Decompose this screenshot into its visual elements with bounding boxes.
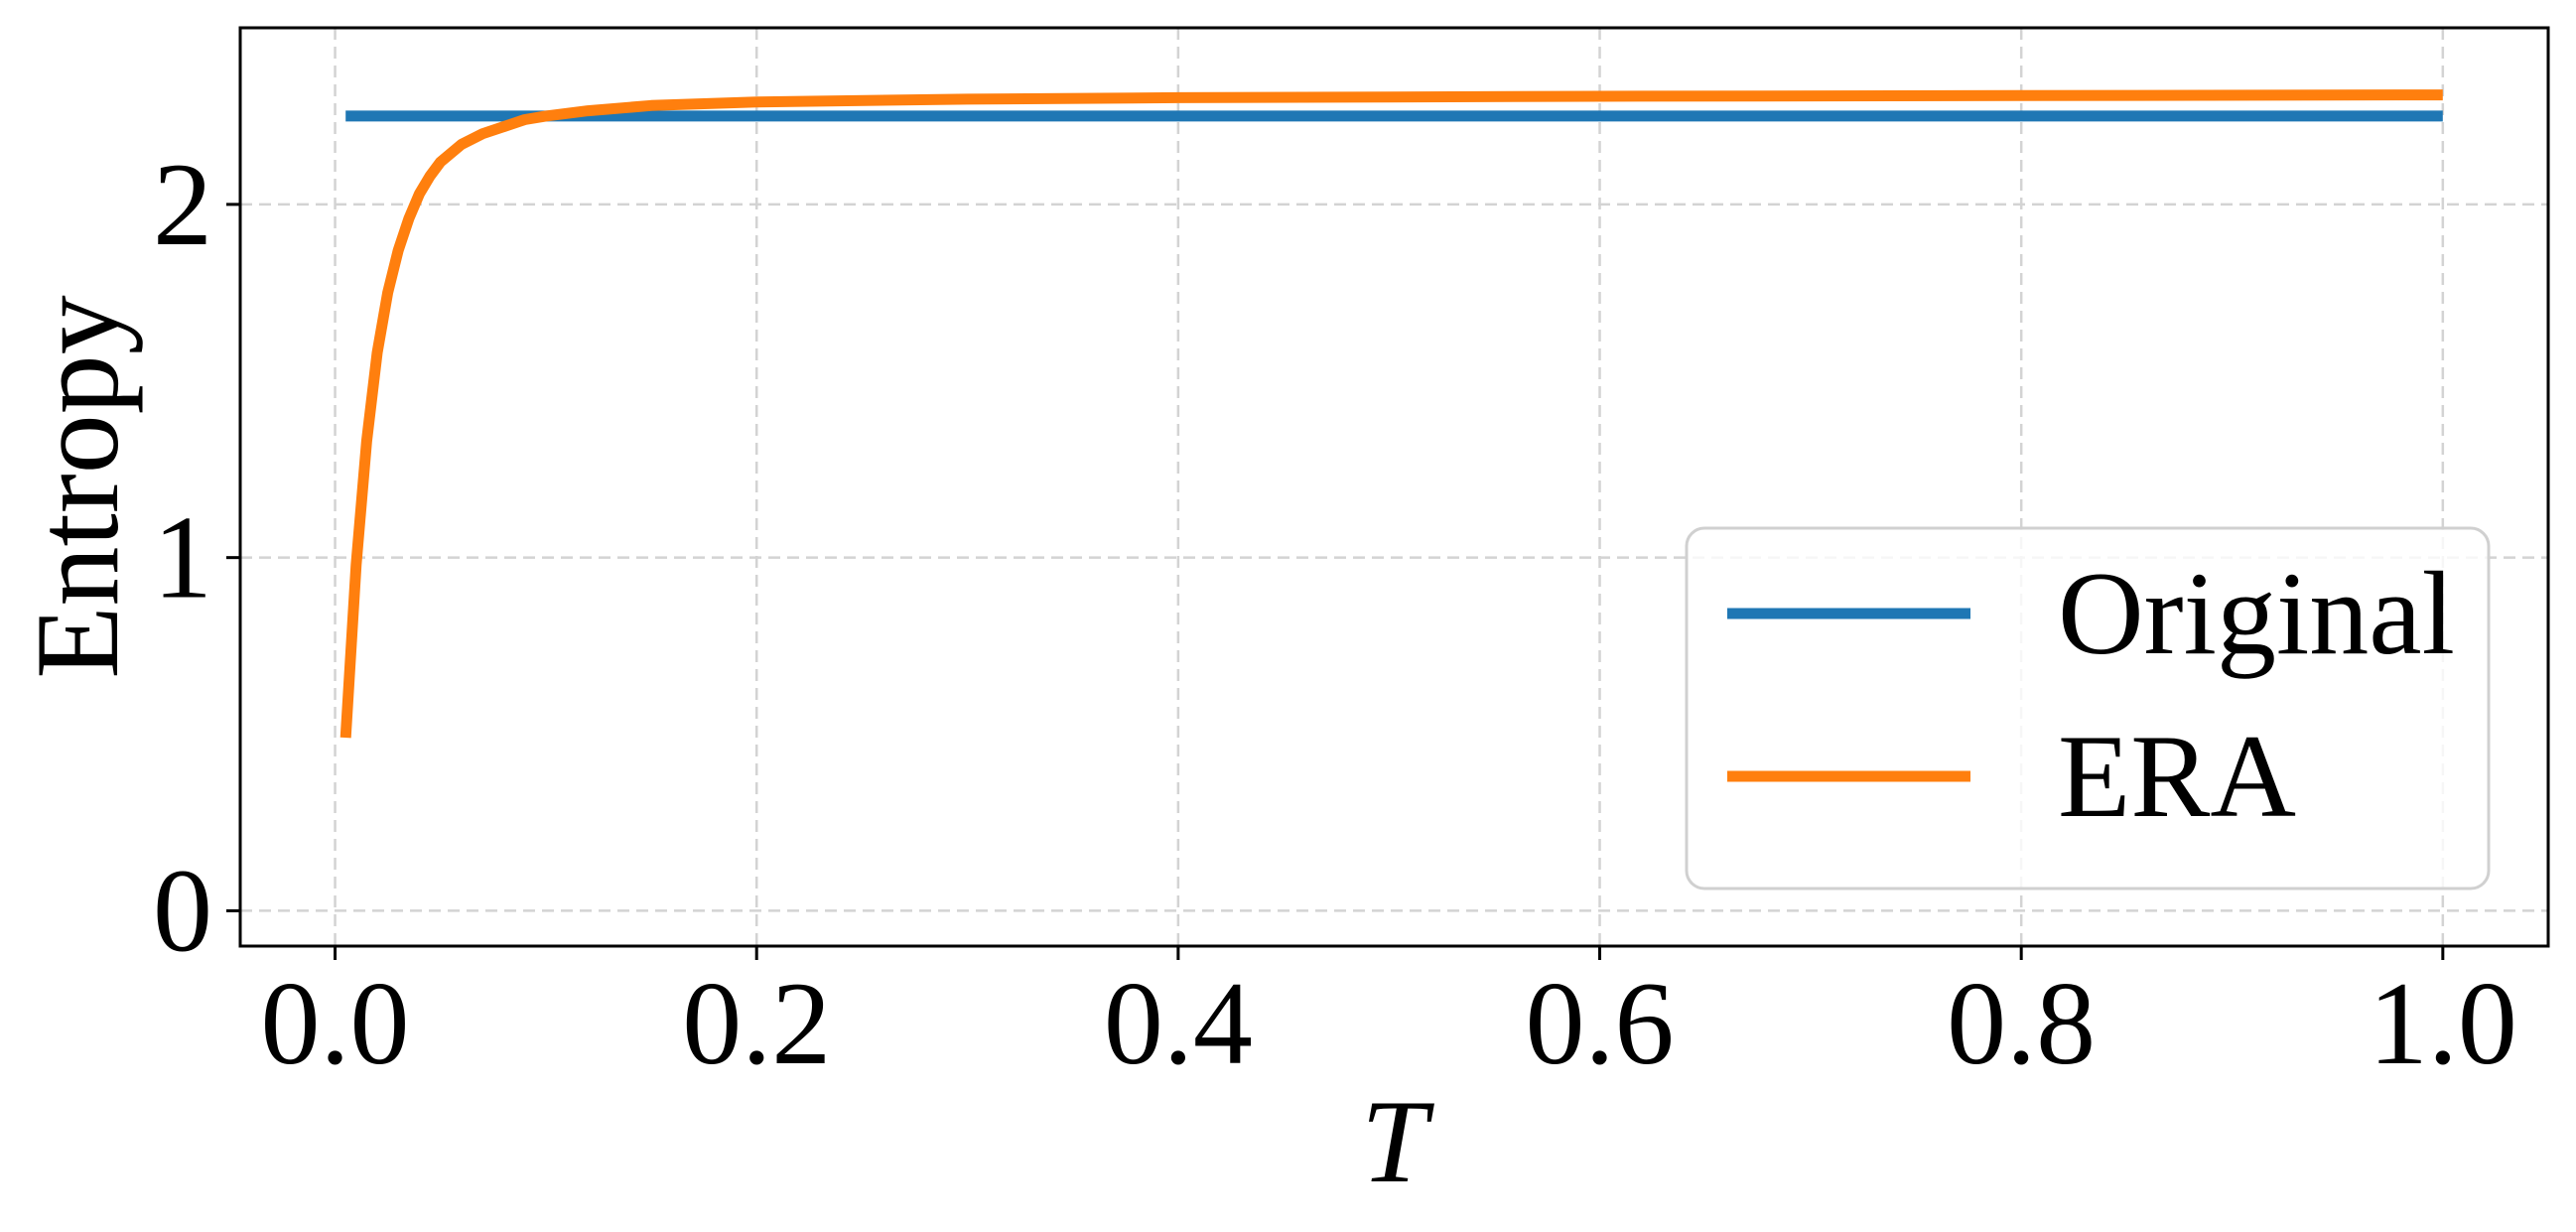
x-tick-label: 0.4	[1104, 957, 1253, 1089]
y-tick-label: 1	[153, 491, 212, 623]
x-tick-label: 1.0	[2369, 957, 2517, 1089]
x-tick-label: 0.0	[261, 957, 410, 1089]
y-tick-label: 0	[153, 844, 212, 976]
y-tick-label: 2	[153, 138, 212, 270]
x-axis-label: T	[1361, 1075, 1434, 1207]
legend-label-original: Original	[2058, 547, 2455, 679]
plot-frame	[238, 26, 2550, 948]
y-axis-label: Entropy	[11, 295, 143, 679]
legend-label-era: ERA	[2058, 710, 2296, 842]
x-tick-label: 0.2	[682, 957, 831, 1089]
x-tick-label: 0.6	[1526, 957, 1675, 1089]
legend: Original ERA	[1685, 526, 2491, 890]
x-tick-label: 0.8	[1947, 957, 2096, 1089]
series-lines	[339, 89, 2443, 739]
grid-lines	[240, 28, 2548, 946]
axis-ticks: 0.0 0.2 0.4 0.6 0.8 1.0 0 1 2	[153, 138, 2517, 1089]
series-line-era	[339, 89, 2443, 739]
